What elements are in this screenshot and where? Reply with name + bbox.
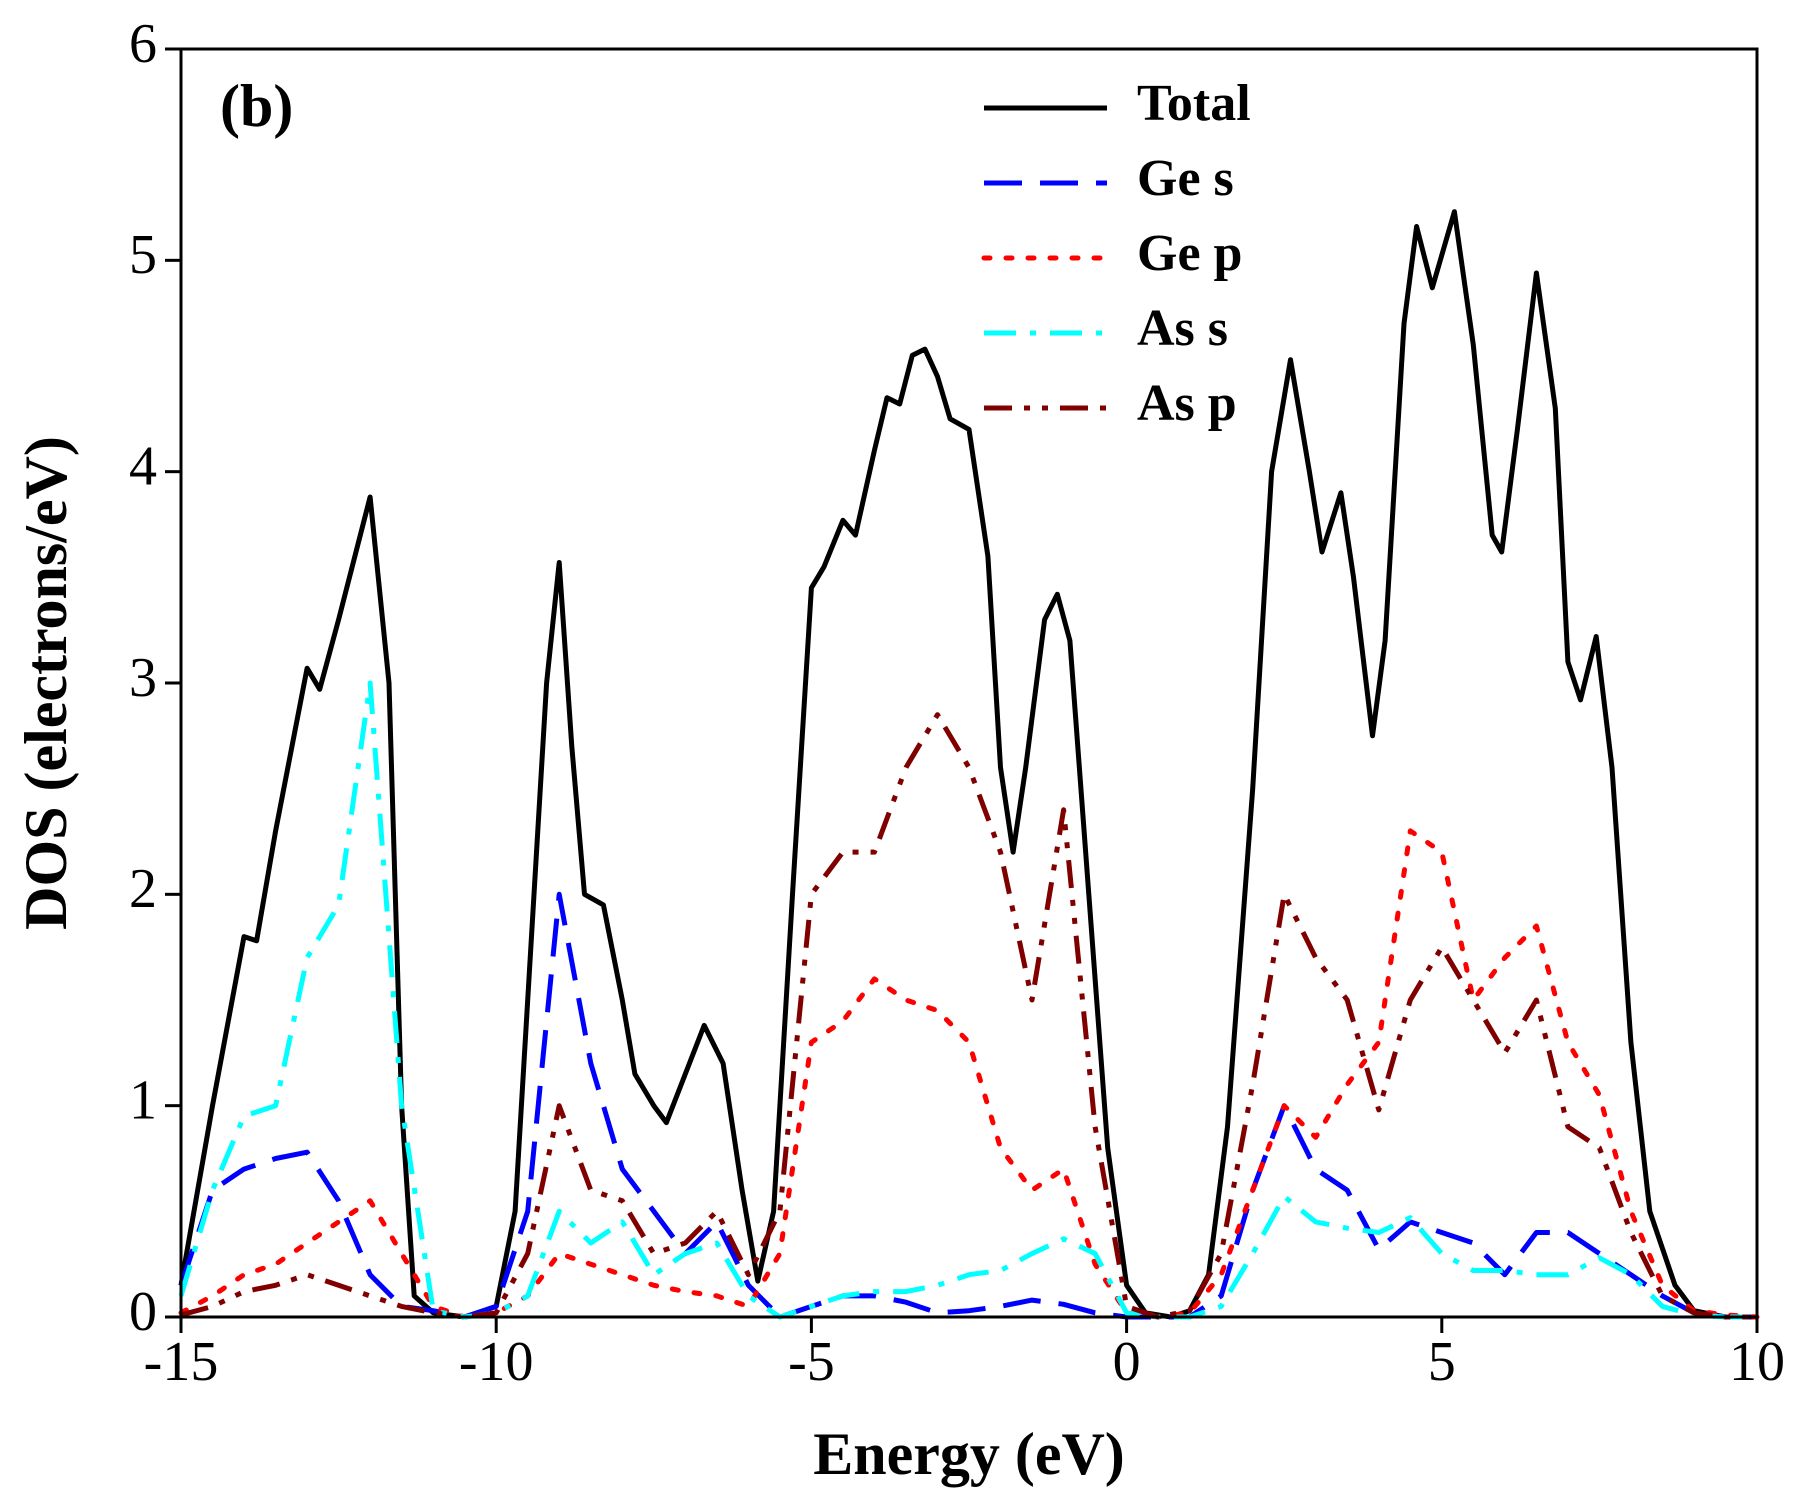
panel-label: (b): [220, 73, 293, 139]
x-tick-label: -10: [459, 1331, 534, 1393]
y-tick-label: 3: [129, 647, 157, 709]
series-line: [180, 712, 1757, 1320]
y-tick-label: 0: [129, 1281, 157, 1343]
x-tick-label: 10: [1729, 1331, 1785, 1393]
x-axis-label: Energy (eV): [813, 1421, 1125, 1487]
x-tick-label: 0: [1113, 1331, 1141, 1393]
series-line: [178, 828, 1760, 1320]
legend-label: Ge p: [1137, 225, 1242, 282]
series-line: [178, 891, 1757, 1320]
x-tick-label: -15: [144, 1331, 219, 1393]
legend-label: Ge s: [1137, 150, 1234, 207]
y-tick-label: 5: [129, 224, 157, 286]
legend-label: Total: [1137, 75, 1251, 132]
y-tick-label: 6: [129, 13, 157, 75]
y-axis-label: DOS (electrons/eV): [13, 436, 79, 930]
series-line: [178, 680, 1757, 1320]
y-tick-label: 1: [129, 1070, 157, 1132]
legend-label: As s: [1137, 300, 1228, 357]
x-tick-label: 5: [1428, 1331, 1456, 1393]
series-line: [178, 209, 1757, 1320]
y-tick-label: 2: [129, 858, 157, 920]
legend-label: As p: [1137, 375, 1237, 432]
plot-frame: [179, 47, 1759, 1319]
x-tick-label: -5: [788, 1331, 835, 1393]
y-tick-label: 4: [129, 436, 157, 498]
